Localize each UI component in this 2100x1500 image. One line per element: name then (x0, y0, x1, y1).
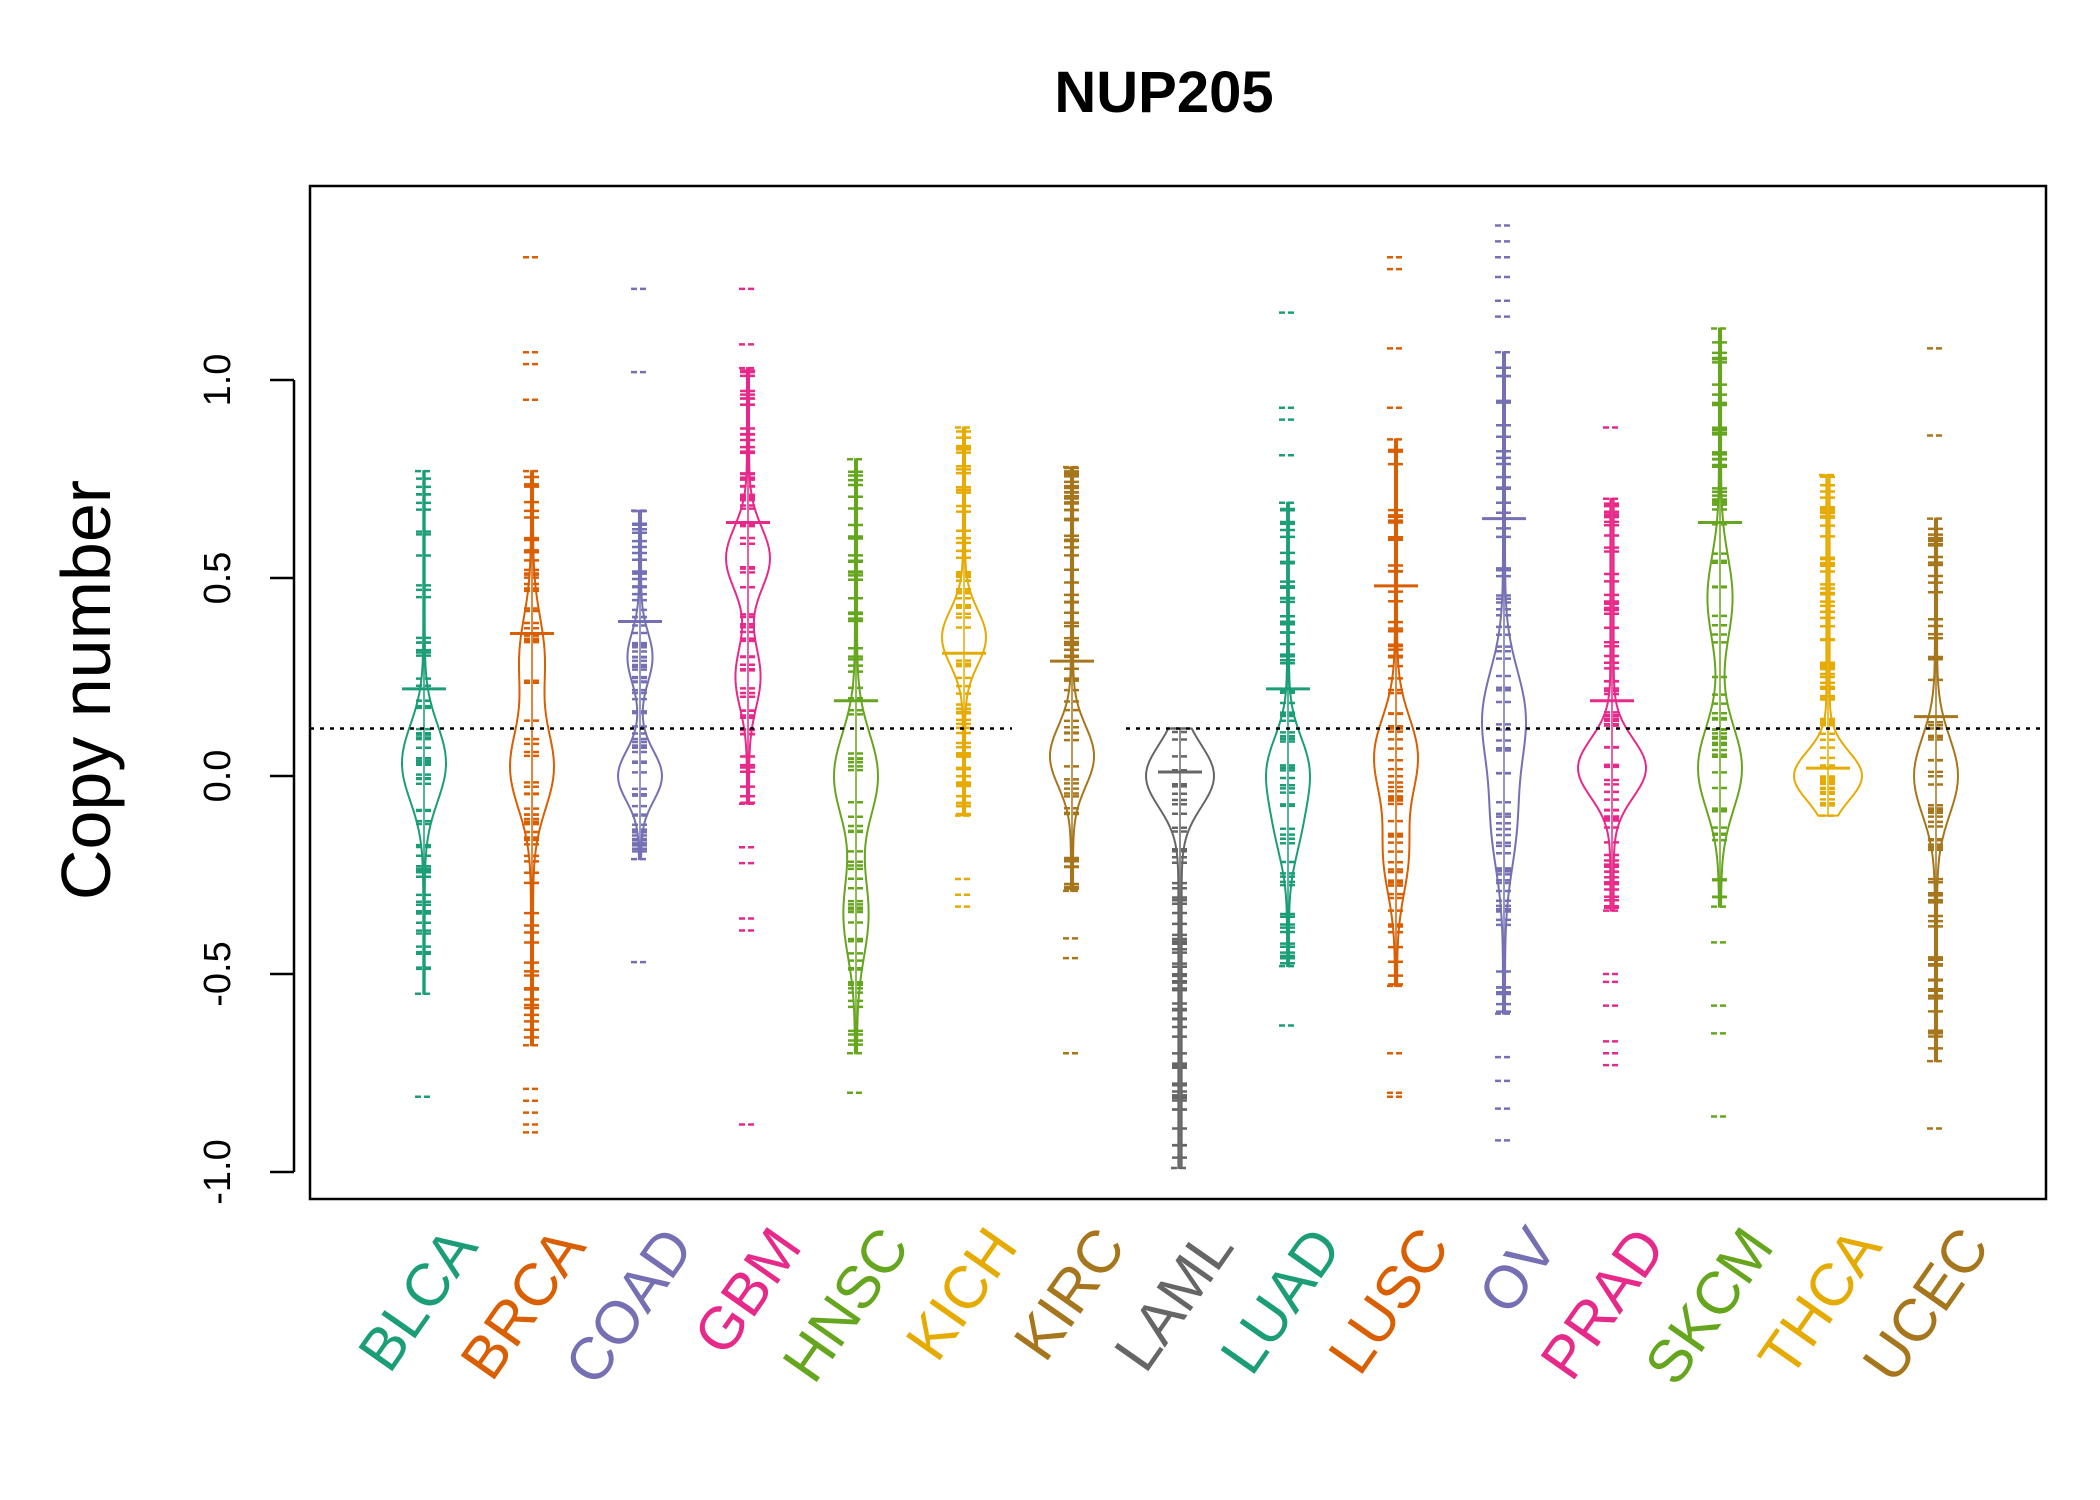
bean-ov (1480, 224, 1528, 1142)
chart-title: NUP205 (1054, 60, 1273, 125)
y-tick-label: 0.5 (197, 552, 239, 605)
bean-prad (1576, 426, 1648, 1067)
bean-kirc (1048, 465, 1096, 1055)
plot-frame (308, 184, 2048, 1201)
bean-skcm (1696, 327, 1744, 1118)
y-tick-label: 1.0 (197, 354, 239, 407)
x-tick-label-ov: OV (1465, 1216, 1570, 1325)
bean-brca (508, 255, 556, 1134)
bean-gbm (724, 287, 772, 1126)
bean-thca (1792, 473, 1864, 817)
bean-luad (1264, 311, 1312, 1027)
beans (400, 224, 1960, 1170)
x-tick-label-lusc: LUSC (1315, 1216, 1462, 1386)
x-tick-label-luad: LUAD (1207, 1216, 1354, 1386)
y-axis-label: Copy number (47, 480, 125, 900)
x-tick-label-kich: KICH (893, 1216, 1030, 1372)
y-tick-label: -0.5 (197, 941, 239, 1006)
bean-kich (940, 426, 988, 908)
y-tick-label: -1.0 (197, 1139, 239, 1204)
bean-blca (400, 469, 448, 1099)
y-tick-label: 0.0 (197, 750, 239, 803)
bean-laml (1144, 727, 1216, 1170)
bean-ucec (1912, 347, 1960, 1130)
bean-lusc (1372, 255, 1420, 1099)
bean-coad (616, 287, 664, 964)
bean-hnsc (832, 457, 880, 1095)
y-ticks: -1.0 -0.5 0.0 0.5 1.0 (197, 354, 294, 1205)
